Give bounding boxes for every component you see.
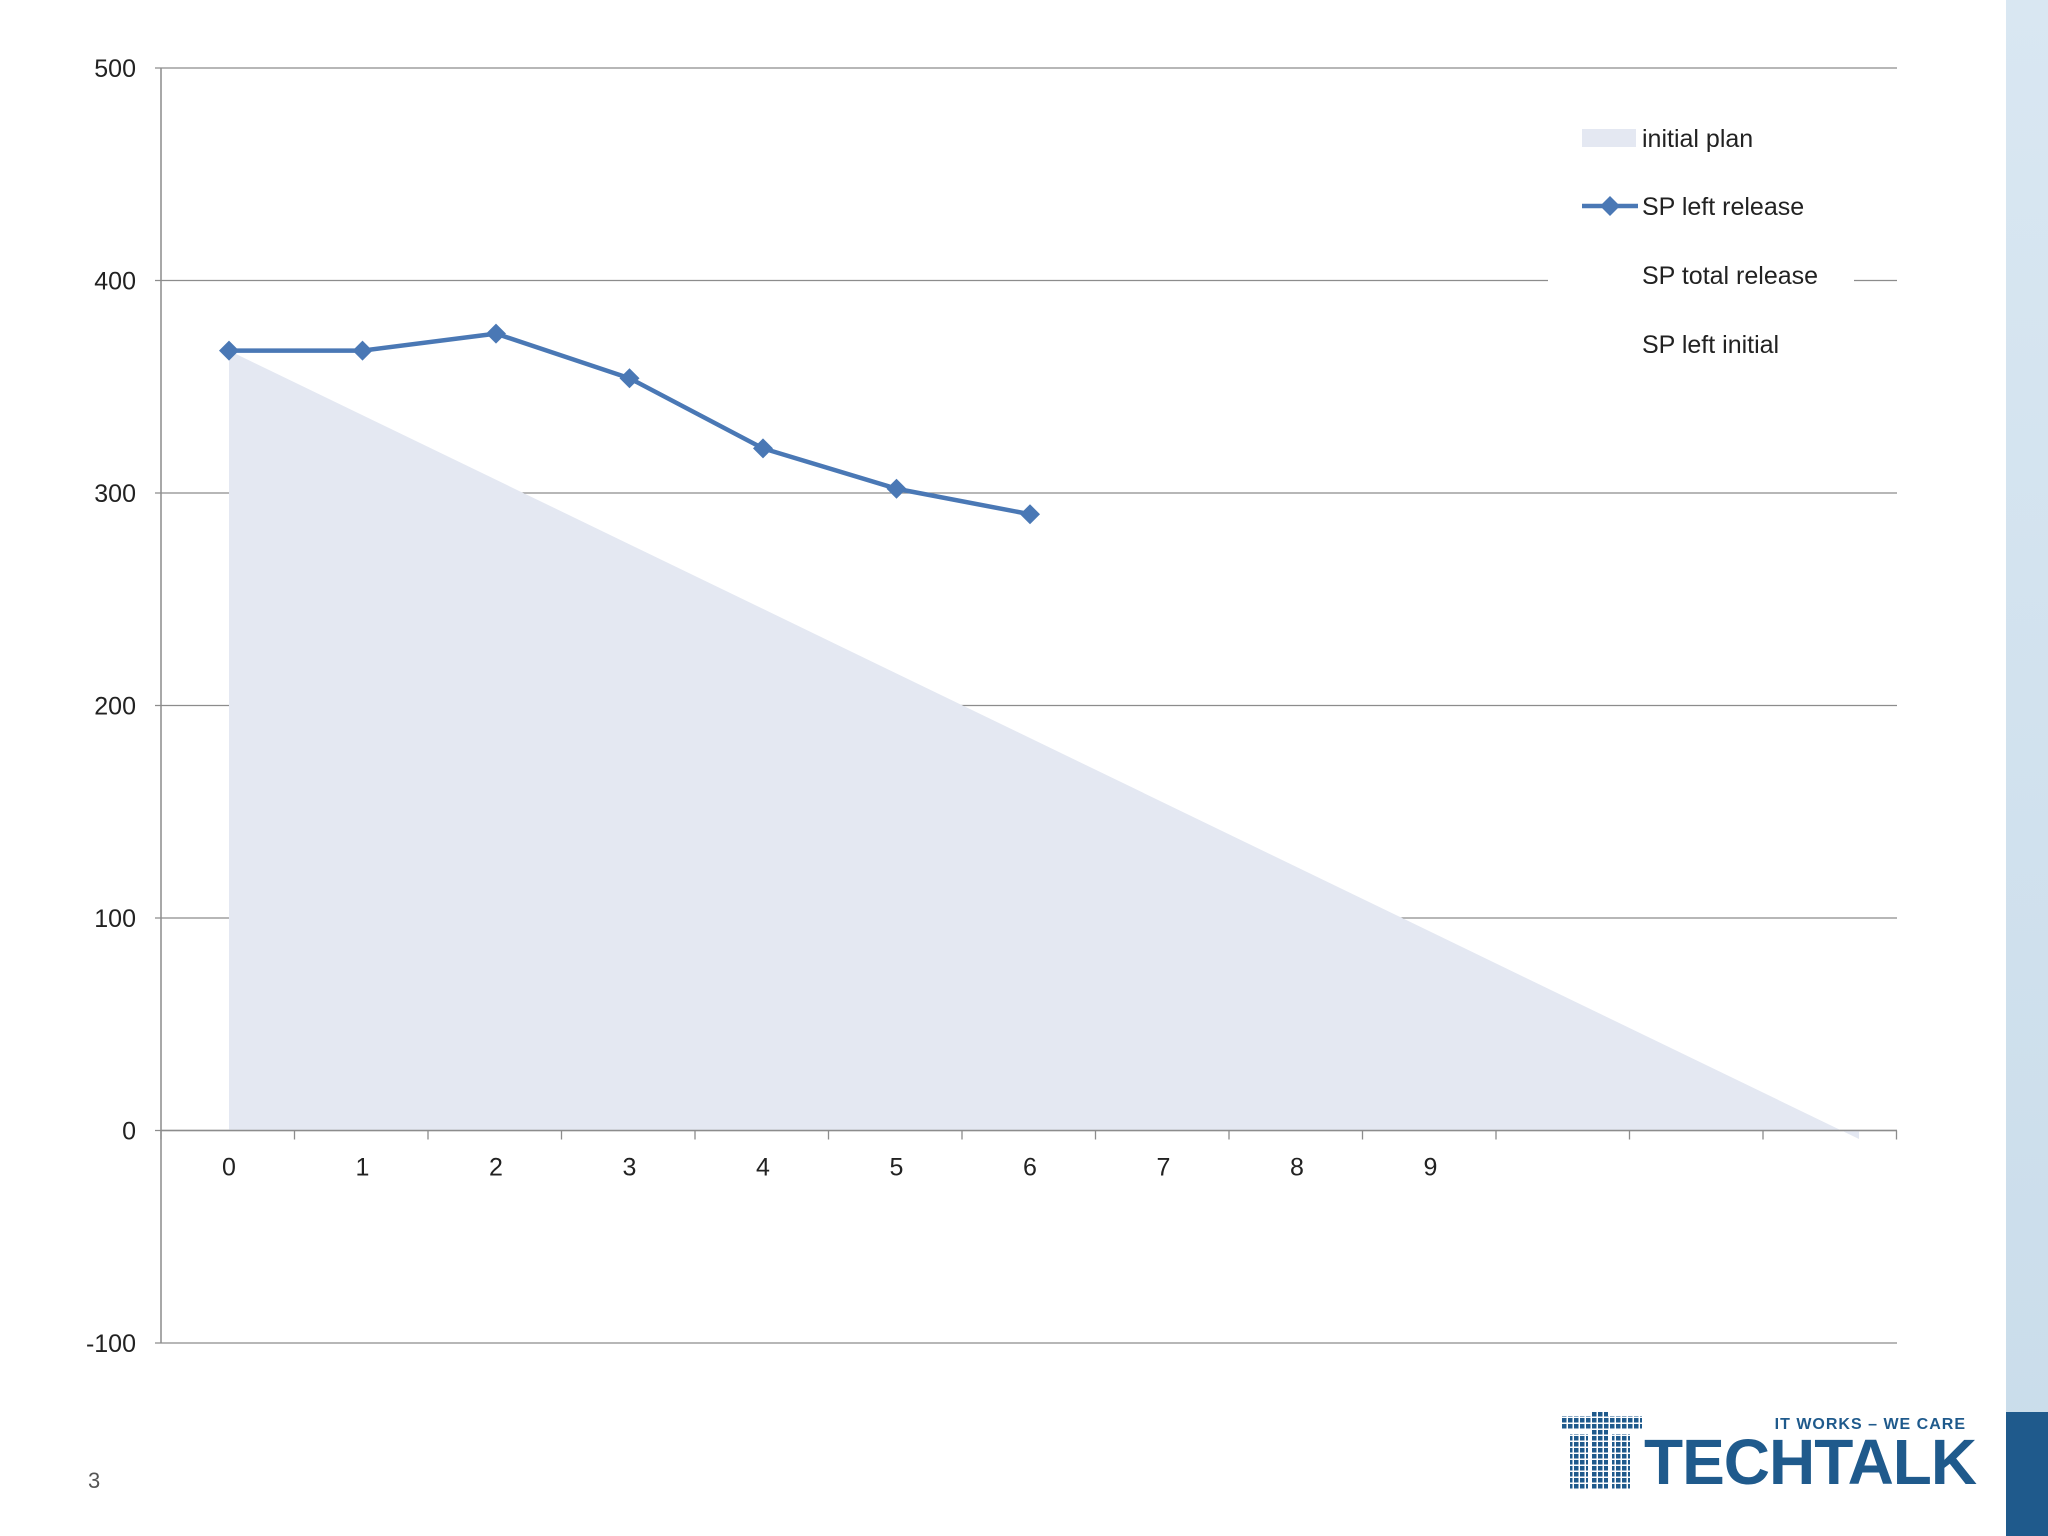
legend-label: SP left initial [1642, 331, 1779, 359]
legend-swatch-area [1582, 129, 1636, 147]
techtalk-logo: IT WORKS – WE CARE TECHTALK [1562, 1410, 1977, 1494]
legend-swatch-marker [1600, 196, 1620, 216]
sp-left-release-point [753, 438, 773, 459]
y-tick-label: 0 [122, 1118, 136, 1146]
y-tick-label: 200 [94, 693, 136, 721]
x-tick-label: 5 [890, 1154, 904, 1182]
sp-left-release-point [486, 323, 506, 344]
sp-left-release-point [219, 340, 239, 361]
plan-area-layer [229, 350, 1859, 1139]
y-tick-label: 400 [94, 268, 136, 296]
logo-mark-icon [1562, 1412, 1642, 1490]
page-number: 3 [88, 1468, 101, 1493]
y-tick-label: 100 [94, 905, 136, 933]
x-tick-label: 7 [1157, 1154, 1171, 1182]
x-tick-label: 4 [756, 1154, 770, 1182]
logo-wordmark: TECHTALK [1644, 1426, 1977, 1498]
x-tick-label: 6 [1023, 1154, 1037, 1182]
x-tick-label: 0 [222, 1154, 236, 1182]
x-tick-label: 3 [623, 1154, 637, 1182]
x-tick-label: 1 [356, 1154, 370, 1182]
sp-left-release-point [619, 368, 640, 389]
y-tick-label: -100 [86, 1330, 136, 1358]
tick-labels: 500 400 300 200 100 0 -100 0 1 2 3 4 5 6 7 8 9 [86, 55, 1438, 1358]
side-decoration-strip [2006, 0, 2048, 1536]
legend-label: initial plan [1642, 125, 1753, 153]
x-tick-label: 2 [489, 1154, 503, 1182]
initial-plan-area [229, 350, 1859, 1139]
logo-tagline: IT WORKS – WE CARE [1774, 1416, 1966, 1433]
y-tick-label: 300 [94, 480, 136, 508]
legend-label: SP left release [1642, 193, 1804, 221]
legend-label: SP total release [1642, 262, 1818, 290]
sp-left-release-point [886, 478, 907, 499]
x-tick-label: 8 [1290, 1154, 1304, 1182]
axes [160, 68, 1898, 1343]
x-tick-label: 9 [1424, 1154, 1438, 1182]
sp-left-release-point [1020, 504, 1040, 525]
sp-left-release-point [352, 340, 373, 361]
series-line-layer [219, 323, 1040, 525]
legend: initial plan SP left release SP total rele… [1548, 100, 1854, 380]
y-tick-label: 500 [94, 55, 136, 83]
side-decoration-block [2006, 1412, 2048, 1536]
